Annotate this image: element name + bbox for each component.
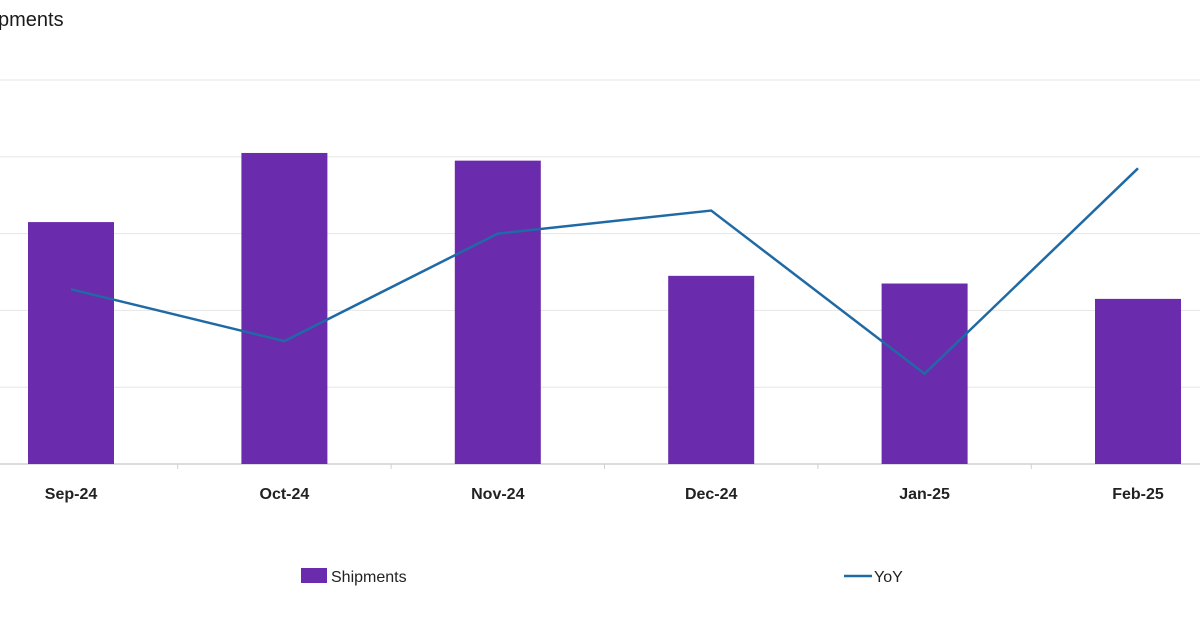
bar-sep-24 [28, 222, 114, 464]
bar-oct-24 [241, 152, 328, 464]
x-tick-label: Dec-24 [685, 486, 738, 503]
gridlines [0, 79, 1200, 469]
x-tick-label: Nov-24 [471, 486, 524, 503]
bars [28, 152, 1181, 464]
legend-label-shipments: Shipments [331, 569, 407, 586]
yoy-line-layer [70, 167, 1139, 376]
bar-feb-25 [1095, 298, 1181, 464]
x-tick-label: Oct-24 [260, 486, 310, 503]
legend[interactable]: Shipments YoY [301, 568, 903, 586]
bar-dec-24 [668, 275, 755, 464]
yoy-line [70, 167, 1139, 376]
legend-item-yoy[interactable]: YoY [844, 569, 903, 586]
x-axis-ticks: Sep-24 Oct-24 Nov-24 Dec-24 Jan-25 Feb-25 [45, 486, 1164, 503]
x-tick-label: Jan-25 [899, 486, 950, 503]
x-tick-label: Feb-25 [1112, 486, 1164, 503]
bar-nov-24 [454, 160, 541, 464]
legend-label-yoy: YoY [874, 569, 903, 586]
x-tick-label: Sep-24 [45, 486, 98, 503]
legend-swatch-shipments [301, 568, 327, 583]
legend-item-shipments[interactable]: Shipments [301, 568, 407, 586]
chart-title: pments [0, 9, 64, 31]
